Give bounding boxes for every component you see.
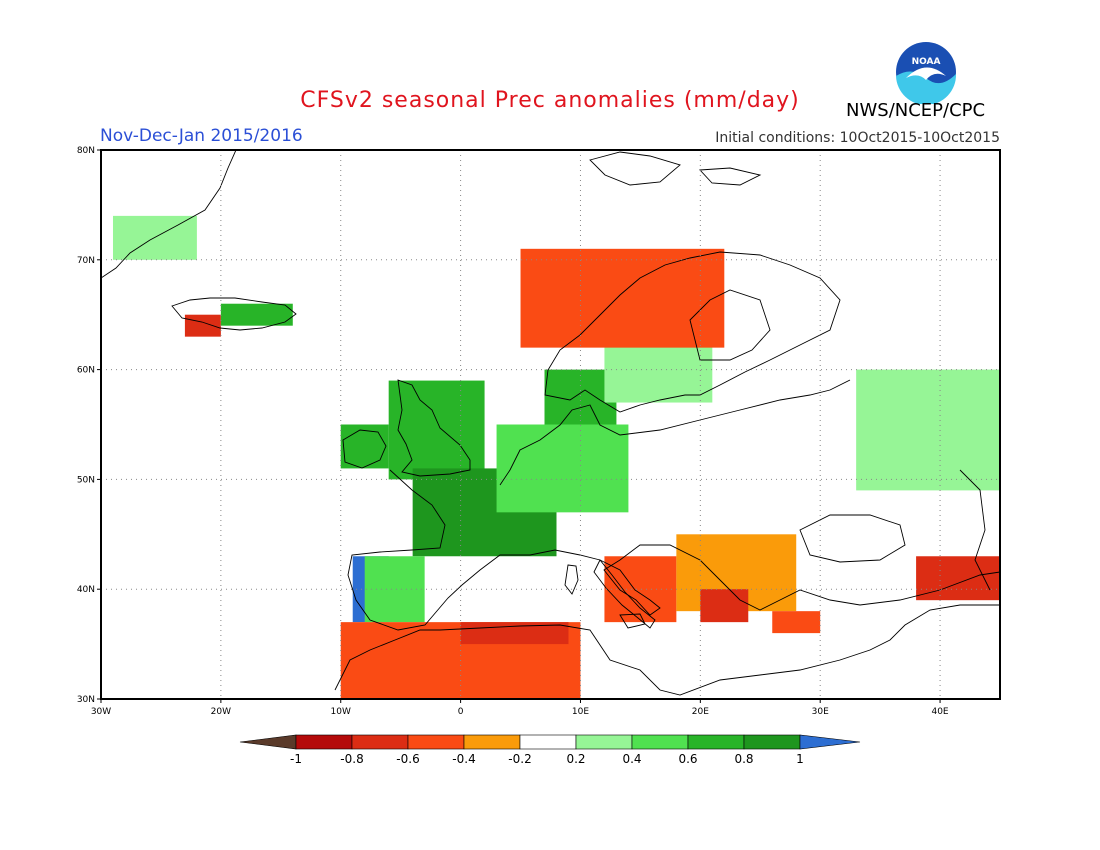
colorbar-label: -0.2 [508, 752, 532, 766]
agency-label: NWS/NCEP/CPC [846, 100, 986, 121]
anomaly-region-3 [340, 424, 389, 469]
lat-tick-label: 30N [77, 695, 95, 705]
anomaly-region-14 [700, 589, 749, 623]
anomaly-region-11 [520, 248, 725, 348]
colorbar-label: 0.2 [566, 752, 586, 766]
anomaly-region-4 [388, 380, 485, 480]
colorbar-segment [463, 734, 521, 750]
noaa-logo: NOAA [894, 40, 958, 108]
lon-tick-label: 10E [572, 707, 589, 717]
anomaly-region-12 [604, 556, 677, 623]
colorbar-segment [631, 734, 689, 750]
lon-tick-label: 10W [331, 707, 351, 717]
lon-tick-label: 30E [812, 707, 829, 717]
colorbar-segment [351, 734, 409, 750]
colorbar-segment [575, 734, 633, 750]
lat-tick-label: 80N [77, 146, 95, 156]
longitude-tick-labels: 30W 20W 10W 0 10E 20E 30E 40E [91, 699, 949, 717]
colorbar-high-arrow [799, 734, 861, 750]
anomaly-region-15 [772, 611, 821, 634]
anomaly-region-19 [916, 556, 1000, 601]
anomaly-region-2 [220, 303, 293, 326]
forecast-period: Nov-Dec-Jan 2015/2016 [100, 126, 303, 146]
colorbar-segment [519, 734, 577, 750]
colorbar-label: 0.6 [678, 752, 698, 766]
colorbar [239, 734, 861, 750]
latitude-tick-labels: 30N 40N 50N 60N 70N 80N [77, 146, 101, 705]
lat-tick-label: 60N [77, 366, 95, 376]
colorbar-segment [407, 734, 465, 750]
anomaly-region-1 [184, 314, 221, 337]
colorbar-label: 0.4 [622, 752, 642, 766]
initial-conditions: Initial conditions: 10Oct2015-10Oct2015 [715, 130, 1000, 146]
anomaly-region-10 [364, 556, 425, 623]
anomaly-cells [112, 215, 1000, 699]
lat-tick-label: 40N [77, 585, 95, 595]
coastlines [101, 150, 1000, 696]
plot-frame [100, 149, 1001, 700]
colorbar-label: -1 [290, 752, 302, 766]
lon-tick-label: 20W [211, 707, 231, 717]
colorbar-low-arrow [239, 734, 297, 750]
colorbar-label: 1 [796, 752, 804, 766]
colorbar-label: -0.4 [452, 752, 476, 766]
colorbar-label: 0.8 [734, 752, 754, 766]
lon-tick-label: 40E [931, 707, 948, 717]
lon-tick-label: 30W [91, 707, 111, 717]
page-title: CFSv2 seasonal Prec anomalies (mm/day) [300, 88, 800, 113]
anomaly-region-18 [856, 369, 1000, 491]
lon-tick-label: 20E [692, 707, 709, 717]
colorbar-label: -0.8 [340, 752, 364, 766]
colorbar-segment [687, 734, 745, 750]
colorbar-segment [743, 734, 801, 750]
lat-tick-label: 50N [77, 475, 95, 485]
logo-text: NOAA [912, 57, 941, 67]
lon-tick-label: 0 [458, 707, 464, 717]
anomaly-region-6 [496, 424, 629, 513]
colorbar-segment [295, 734, 353, 750]
colorbar-label: -0.6 [396, 752, 420, 766]
lat-tick-label: 70N [77, 256, 95, 266]
